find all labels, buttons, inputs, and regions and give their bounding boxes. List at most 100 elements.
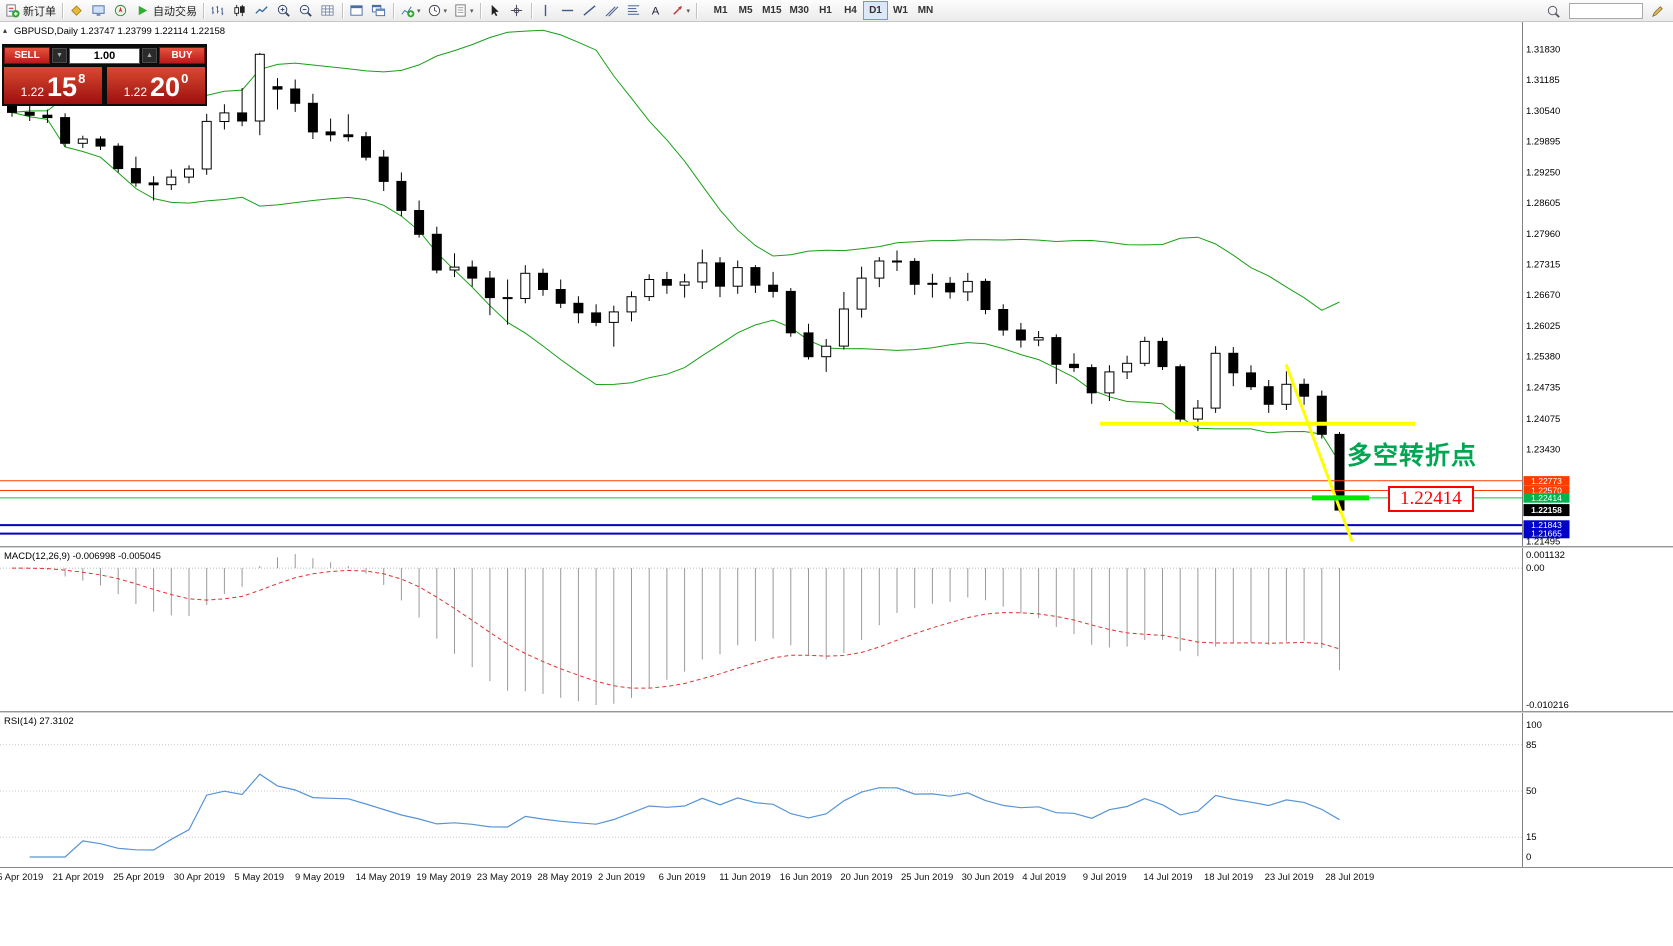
timeframe-h1-button[interactable]: H1 — [813, 1, 838, 20]
templates-dropdown-icon: ▾ — [470, 7, 474, 15]
svg-text:1.21665: 1.21665 — [1531, 529, 1562, 539]
new-chart-window-button[interactable] — [346, 1, 368, 21]
svg-text:1.21843: 1.21843 — [1531, 520, 1562, 530]
profiles-button[interactable] — [66, 1, 88, 21]
svg-text:1.27960: 1.27960 — [1526, 229, 1560, 240]
auto-trading-button[interactable]: 自动交易 — [132, 1, 200, 21]
fibonacci-button[interactable] — [623, 1, 645, 21]
bar-chart-icon — [211, 5, 224, 16]
templates-button[interactable]: ▾ — [450, 1, 477, 21]
new-order-button[interactable]: 新订单 — [2, 1, 59, 21]
indicators-button[interactable]: ▾ — [397, 1, 424, 21]
timeframe-m15-button[interactable]: M15 — [758, 1, 785, 20]
zoom-in-icon — [277, 4, 290, 17]
price-callout-label[interactable]: 1.22414 — [1388, 486, 1474, 512]
svg-text:1.21495: 1.21495 — [1526, 537, 1560, 546]
crosshair-button[interactable] — [506, 1, 528, 21]
toolbar-separator — [62, 2, 63, 19]
bar-chart-button[interactable] — [207, 1, 229, 21]
rsi-panel[interactable]: 100 85 50 15 0 — [0, 713, 1673, 867]
timeframe-m5-button[interactable]: M5 — [733, 1, 758, 20]
market-watch-button[interactable] — [88, 1, 110, 21]
pencil-icon — [1651, 5, 1663, 17]
search-button[interactable] — [1543, 1, 1565, 21]
sell-price-button[interactable]: 1.22 15 8 — [4, 67, 102, 104]
buy-button[interactable]: BUY — [159, 47, 205, 64]
volume-down-button[interactable]: ▼ — [52, 48, 67, 63]
candlesticks — [7, 52, 1345, 513]
timeframe-h4-button[interactable]: H4 — [838, 1, 863, 20]
timeframe-m1-button[interactable]: M1 — [708, 1, 733, 20]
yellow-trendline[interactable] — [1284, 363, 1354, 542]
periods-icon — [428, 4, 440, 17]
date-label: 2 Jun 2019 — [598, 872, 646, 883]
date-label: 30 Jun 2019 — [961, 872, 1014, 883]
timeframe-mn-button[interactable]: MN — [913, 1, 938, 20]
volume-input[interactable] — [69, 47, 140, 64]
profiles-icon — [71, 5, 82, 16]
search-input[interactable] — [1569, 3, 1643, 19]
turning-point-annotation[interactable]: 多空转折点 — [1347, 442, 1478, 470]
volume-up-button[interactable]: ▲ — [142, 48, 157, 63]
sell-button[interactable]: SELL — [4, 47, 50, 64]
fibonacci-icon — [627, 5, 639, 15]
one-click-toggle[interactable]: ▴ — [3, 26, 8, 35]
sell-price-sup: 8 — [78, 71, 86, 86]
zoom-out-button[interactable] — [295, 1, 317, 21]
vertical-line-button[interactable] — [535, 1, 557, 21]
text-label-icon: A — [651, 5, 659, 17]
svg-text:1.26670: 1.26670 — [1526, 290, 1560, 301]
date-label: 19 May 2019 — [416, 872, 472, 883]
main-price-chart[interactable]: 1.31830 1.31185 1.30540 1.29895 1.29250 1.286… — [0, 22, 1673, 546]
zoom-out-icon — [299, 4, 312, 17]
svg-text:100: 100 — [1526, 720, 1542, 731]
search-icon — [1547, 5, 1560, 18]
zoom-in-button[interactable] — [273, 1, 295, 21]
trendline-button[interactable] — [579, 1, 601, 21]
toolbar-separator — [203, 2, 204, 19]
templates-icon — [455, 4, 466, 17]
auto-trading-label: 自动交易 — [153, 5, 197, 18]
panel-splitter[interactable] — [0, 546, 1673, 548]
buy-price-button[interactable]: 1.22 20 0 — [107, 67, 205, 104]
date-label: 18 Jul 2019 — [1204, 872, 1254, 883]
grid-button[interactable] — [317, 1, 339, 21]
candle-chart-button[interactable] — [229, 1, 251, 21]
indicators-dropdown-icon: ▾ — [417, 7, 421, 15]
toolbar-separator — [393, 2, 394, 19]
equidistant-channel-button[interactable] — [601, 1, 623, 21]
market-watch-icon — [92, 5, 105, 16]
cursor-button[interactable] — [484, 1, 506, 21]
svg-text:1.22773: 1.22773 — [1531, 476, 1562, 486]
macd-panel[interactable]: 0.001132 0.00 -0.010216 — [0, 548, 1673, 711]
svg-text:A: A — [651, 5, 659, 17]
horizontal-line-button[interactable] — [557, 1, 579, 21]
svg-text:1.22414: 1.22414 — [1531, 493, 1562, 503]
text-label-button[interactable]: A — [645, 1, 667, 21]
timeframe-m30-button[interactable]: M30 — [786, 1, 813, 20]
rsi-title: RSI(14) 27.3102 — [4, 716, 74, 727]
toolbar: 新订单 自动交易 ▾ ▾ ▾ A ▾ M1 M5 M15 M30 H1 H4 D1 W1 MN — [0, 0, 1673, 22]
date-label: 25 Apr 2019 — [113, 872, 165, 883]
macd-signal-line — [11, 567, 1340, 689]
line-chart-button[interactable] — [251, 1, 273, 21]
date-label: 14 May 2019 — [355, 872, 411, 883]
date-label: 30 Apr 2019 — [173, 872, 226, 883]
tile-windows-button[interactable] — [368, 1, 390, 21]
panel-splitter[interactable] — [0, 711, 1673, 713]
svg-text:1.29250: 1.29250 — [1526, 167, 1560, 178]
trendline-icon — [582, 5, 596, 16]
svg-text:1.29895: 1.29895 — [1526, 137, 1560, 148]
navigator-button[interactable] — [110, 1, 132, 21]
timeframe-w1-button[interactable]: W1 — [888, 1, 913, 20]
date-label: 11 Jun 2019 — [719, 872, 771, 883]
compose-button[interactable] — [1647, 1, 1669, 21]
periods-button[interactable]: ▾ — [424, 1, 451, 21]
arrow-object-icon — [672, 6, 682, 15]
svg-text:1.24735: 1.24735 — [1526, 382, 1560, 393]
timeframe-d1-button[interactable]: D1 — [862, 1, 888, 20]
arrow-object-button[interactable]: ▾ — [667, 1, 694, 21]
svg-text:1.22158: 1.22158 — [1531, 505, 1562, 515]
macd-histogram — [29, 554, 1340, 705]
